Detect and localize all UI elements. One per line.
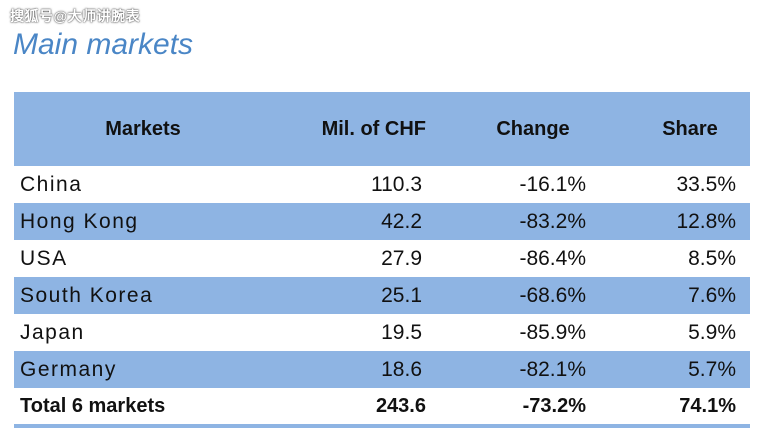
market-share: 5.9% xyxy=(688,320,736,344)
market-name: South Korea xyxy=(20,283,154,307)
market-share: 7.6% xyxy=(688,283,736,307)
market-share: 8.5% xyxy=(688,246,736,270)
market-share: 5.7% xyxy=(688,357,736,381)
table-total-row: Total 6 markets 243.6 -73.2% 74.1% xyxy=(14,388,750,428)
market-name: Hong Kong xyxy=(20,209,139,233)
market-value: 25.1 xyxy=(381,283,422,307)
market-name: USA xyxy=(20,246,68,270)
markets-table: Markets Mil. of CHF Change Share China 1… xyxy=(14,92,750,428)
market-change: -86.4% xyxy=(519,246,586,270)
table-row: Germany 18.6 -82.1% 5.7% xyxy=(14,351,750,388)
market-change: -83.2% xyxy=(519,209,586,233)
total-change: -73.2% xyxy=(522,394,586,417)
watermark-text: 搜狐号@大师讲腕表 xyxy=(10,8,141,24)
column-header-change: Change xyxy=(496,117,570,140)
table-row: USA 27.9 -86.4% 8.5% xyxy=(14,240,750,277)
market-change: -68.6% xyxy=(519,283,586,307)
total-share: 74.1% xyxy=(679,394,736,417)
table-header-row: Markets Mil. of CHF Change Share xyxy=(14,92,750,166)
column-header-share: Share xyxy=(662,117,718,140)
total-label: Total 6 markets xyxy=(20,394,166,417)
table-row: Japan 19.5 -85.9% 5.9% xyxy=(14,314,750,351)
market-change: -16.1% xyxy=(519,172,586,196)
market-value: 18.6 xyxy=(381,357,422,381)
table-row: China 110.3 -16.1% 33.5% xyxy=(14,166,750,203)
table-row: South Korea 25.1 -68.6% 7.6% xyxy=(14,277,750,314)
market-name: Germany xyxy=(20,357,117,381)
market-change: -82.1% xyxy=(519,357,586,381)
market-value: 19.5 xyxy=(381,320,422,344)
market-value: 27.9 xyxy=(381,246,422,270)
table-row: Hong Kong 42.2 -83.2% 12.8% xyxy=(14,203,750,240)
total-value: 243.6 xyxy=(375,394,426,417)
market-share: 12.8% xyxy=(676,209,736,233)
market-value: 110.3 xyxy=(371,172,422,196)
column-header-markets: Markets xyxy=(105,117,181,140)
market-share: 33.5% xyxy=(676,172,736,196)
market-change: -85.9% xyxy=(519,320,586,344)
column-header-value: Mil. of CHF xyxy=(321,117,426,140)
page-title: Main markets xyxy=(13,28,194,61)
market-name: China xyxy=(20,172,83,196)
market-name: Japan xyxy=(20,320,85,344)
market-value: 42.2 xyxy=(381,209,422,233)
